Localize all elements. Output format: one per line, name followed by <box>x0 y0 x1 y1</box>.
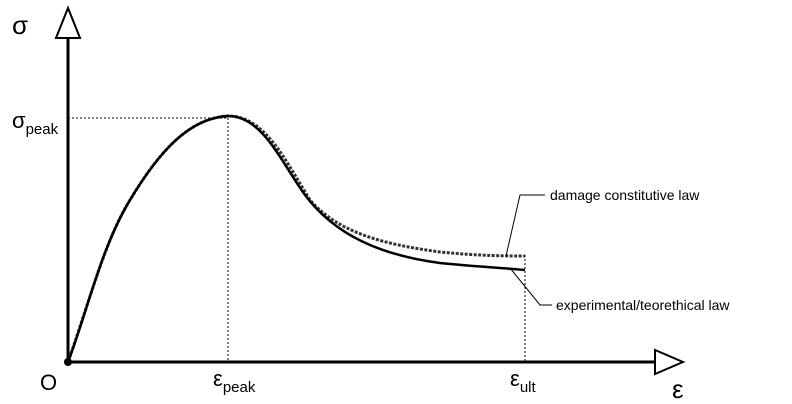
subscript: peak <box>223 379 256 396</box>
subscript: peak <box>26 121 59 138</box>
damage-curve <box>66 114 526 363</box>
symbol: ε <box>213 366 223 391</box>
subscript: ult <box>520 379 537 396</box>
x-arrow <box>654 348 686 376</box>
ultimate-strain-label: εult <box>510 366 536 396</box>
symbol: ε <box>510 366 520 391</box>
experimental-leader <box>509 267 552 306</box>
x-axis-symbol: ε <box>672 374 684 404</box>
damage-leader <box>505 194 545 257</box>
symbol: σ <box>12 108 26 133</box>
damage-label: damage constitutive law <box>550 187 700 203</box>
experimental-label: experimental/teorethical law <box>556 297 730 313</box>
origin-label: O <box>40 370 57 395</box>
y-axis-symbol: σ <box>12 10 28 40</box>
peak-strain-label: εpeak <box>213 366 256 396</box>
reference-lines <box>68 117 526 362</box>
y-arrow <box>54 5 82 39</box>
peak-stress-label: σpeak <box>12 108 59 138</box>
experimental-curve <box>66 114 526 363</box>
